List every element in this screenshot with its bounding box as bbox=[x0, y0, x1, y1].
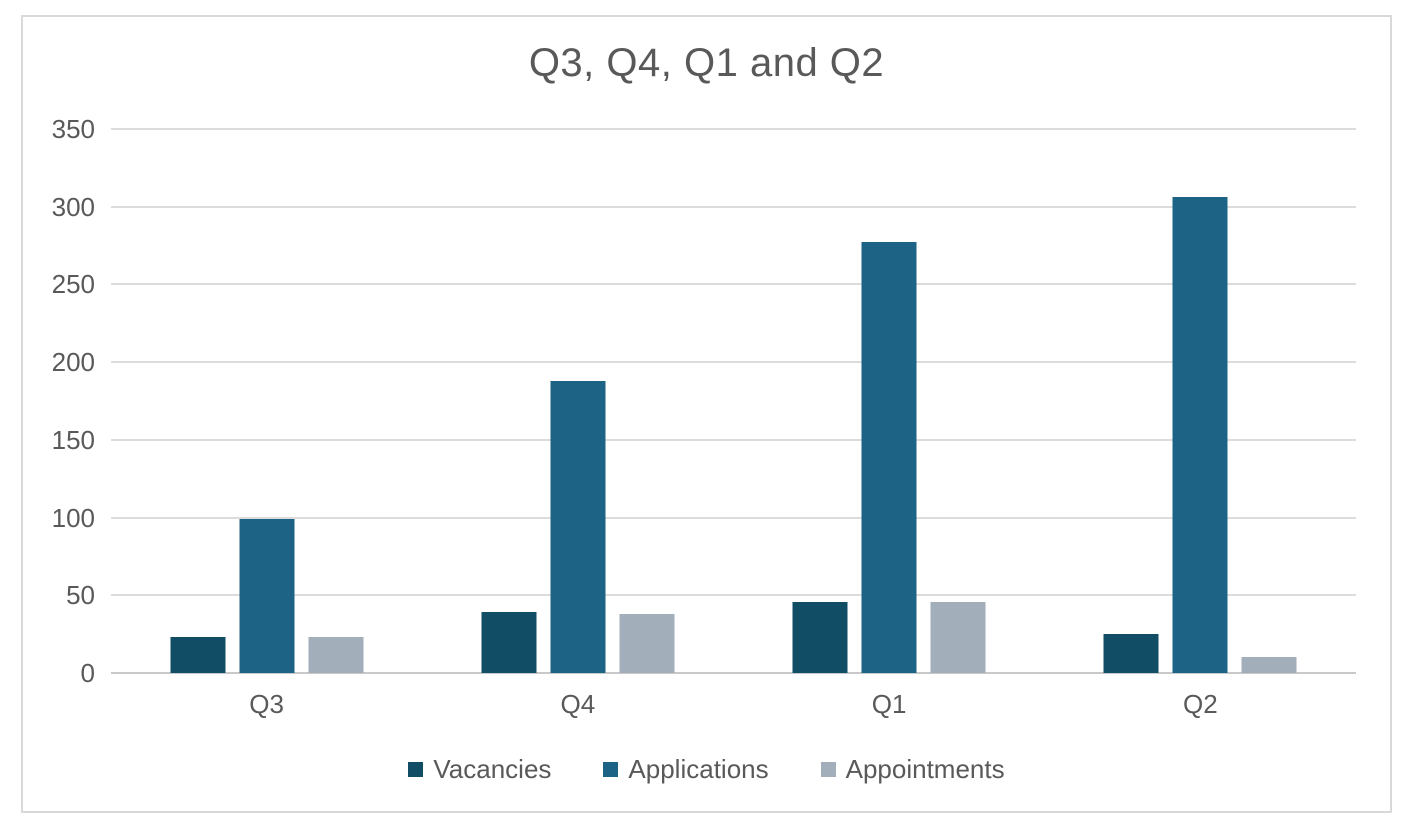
gridline bbox=[111, 594, 1356, 597]
bar-vacancies-q1 bbox=[792, 601, 848, 673]
bar-group-q3 bbox=[170, 129, 364, 673]
legend-label: Appointments bbox=[845, 754, 1005, 784]
y-tick-label: 350 bbox=[51, 114, 95, 144]
legend-item-appointments: Appointments bbox=[820, 754, 1005, 785]
bar-appointments-q2 bbox=[1241, 657, 1297, 673]
y-tick-label: 150 bbox=[51, 424, 95, 455]
gridline bbox=[111, 438, 1356, 441]
y-tick-label: 200 bbox=[51, 347, 95, 378]
gridline bbox=[111, 128, 1356, 130]
bar-group-q4 bbox=[481, 129, 675, 673]
y-tick-label: 50 bbox=[66, 580, 95, 611]
chart-title: Q3, Q4, Q1 and Q2 bbox=[528, 41, 885, 85]
gridline bbox=[111, 205, 1356, 208]
plot-area: 0 50 100 150 200 250 300 350 Q3 Q4 Q1 Q2 bbox=[52, 116, 1356, 719]
y-tick-label: 300 bbox=[51, 191, 95, 222]
x-tick-label-q4: Q4 bbox=[560, 689, 596, 719]
bar-vacancies-q3 bbox=[170, 637, 226, 673]
legend-label: Vacancies bbox=[433, 754, 552, 784]
gridline bbox=[111, 361, 1356, 364]
x-tick-label-q1: Q1 bbox=[871, 689, 907, 719]
legend-swatch-applications bbox=[603, 762, 619, 777]
gridline bbox=[111, 516, 1356, 519]
legend-swatch-appointments bbox=[820, 762, 836, 777]
bar-group-q1 bbox=[792, 129, 986, 673]
chart-frame: Q3, Q4, Q1 and Q2 0 50 100 150 200 250 300 350 … bbox=[21, 15, 1392, 813]
bar-appointments-q4 bbox=[619, 613, 675, 673]
gridline bbox=[111, 283, 1356, 286]
bar-group-q2 bbox=[1103, 129, 1297, 673]
legend-label: Applications bbox=[628, 754, 769, 784]
legend-item-vacancies: Vacancies bbox=[408, 754, 551, 785]
x-axis-baseline bbox=[111, 672, 1356, 674]
y-tick-label: 0 bbox=[80, 658, 95, 688]
bar-vacancies-q4 bbox=[481, 612, 537, 673]
bar-applications-q3 bbox=[239, 519, 295, 673]
x-tick-label-q2: Q2 bbox=[1183, 689, 1218, 719]
legend: Vacancies Applications Appointments bbox=[23, 754, 1390, 785]
bar-appointments-q1 bbox=[930, 601, 986, 673]
bar-applications-q1 bbox=[861, 242, 917, 673]
legend-swatch-vacancies bbox=[408, 762, 424, 777]
y-tick-label: 100 bbox=[51, 502, 95, 533]
bar-applications-q2 bbox=[1172, 197, 1228, 673]
bar-appointments-q3 bbox=[308, 637, 364, 673]
y-tick-label: 250 bbox=[51, 269, 95, 300]
x-tick-label-q3: Q3 bbox=[249, 689, 284, 719]
bar-vacancies-q2 bbox=[1103, 634, 1159, 673]
legend-item-applications: Applications bbox=[603, 754, 769, 785]
bar-applications-q4 bbox=[550, 380, 606, 673]
